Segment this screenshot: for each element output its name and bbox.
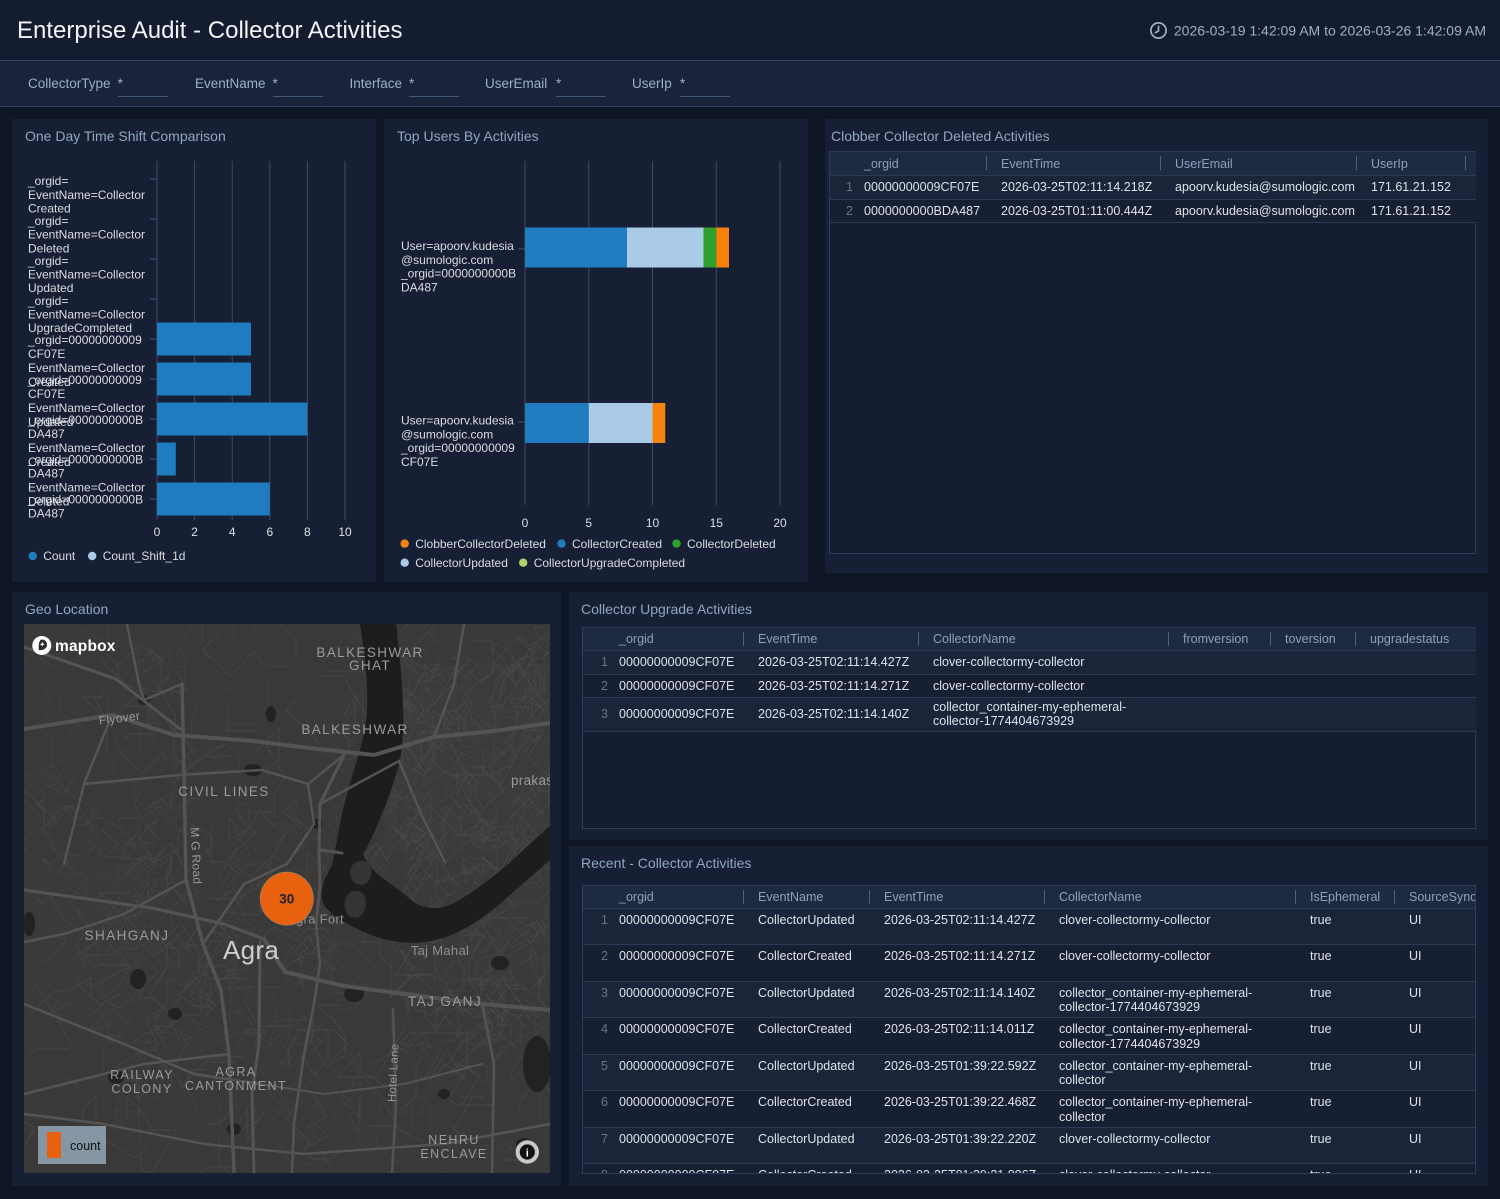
svg-text:EventName=Collector: EventName=Collector bbox=[28, 401, 145, 415]
svg-text:Created: Created bbox=[28, 201, 71, 215]
svg-text:ClobberCollectorDeleted: ClobberCollectorDeleted bbox=[415, 537, 546, 551]
svg-text:SHAHGANJ: SHAHGANJ bbox=[85, 928, 170, 943]
svg-text:Updated: Updated bbox=[28, 535, 73, 549]
svg-text:DA487: DA487 bbox=[28, 427, 65, 441]
svg-text:8: 8 bbox=[304, 525, 311, 539]
svg-text:M G Road: M G Road bbox=[188, 827, 205, 885]
svg-text:EventName=Collector: EventName=Collector bbox=[28, 308, 145, 322]
svg-text:BALKESHWAR: BALKESHWAR bbox=[301, 722, 408, 737]
svg-text:CF07E: CF07E bbox=[28, 387, 65, 401]
svg-text:_orgid=: _orgid= bbox=[27, 174, 68, 188]
svg-text:CollectorUpdated: CollectorUpdated bbox=[415, 556, 508, 570]
svg-text:_orgid=0000000000B: _orgid=0000000000B bbox=[27, 453, 143, 467]
svg-text:Count_Shift_1d: Count_Shift_1d bbox=[103, 549, 186, 563]
svg-text:_orgid=0000000000B: _orgid=0000000000B bbox=[27, 493, 143, 507]
svg-text:i: i bbox=[526, 1148, 529, 1160]
svg-text:CIVIL LINES: CIVIL LINES bbox=[178, 784, 269, 799]
svg-text:User=apoorv.kudesia: User=apoorv.kudesia bbox=[401, 239, 514, 253]
svg-text:Deleted: Deleted bbox=[28, 241, 69, 255]
svg-text:2: 2 bbox=[191, 525, 198, 539]
svg-text:RAILWAY: RAILWAY bbox=[110, 1068, 174, 1082]
svg-text:CollectorUpgradeCompleted: CollectorUpgradeCompleted bbox=[534, 556, 685, 570]
svg-text:CF07E: CF07E bbox=[28, 347, 65, 361]
svg-text:EventName=Collector: EventName=Collector bbox=[28, 441, 145, 455]
svg-text:_orgid=: _orgid= bbox=[27, 294, 68, 308]
svg-text:TAJ GANJ: TAJ GANJ bbox=[408, 994, 482, 1009]
svg-text:_orgid=0000000000B: _orgid=0000000000B bbox=[400, 267, 516, 281]
svg-text:10: 10 bbox=[646, 516, 660, 530]
svg-text:_orgid=: _orgid= bbox=[27, 214, 68, 228]
svg-text:Created: Created bbox=[28, 375, 71, 389]
svg-text:prakas: prakas bbox=[511, 773, 550, 788]
svg-text:Flyover: Flyover bbox=[98, 709, 141, 728]
svg-text:CF07E: CF07E bbox=[401, 455, 438, 469]
svg-text:EventName=Collector: EventName=Collector bbox=[28, 361, 145, 375]
svg-text:_orgid=: _orgid= bbox=[27, 254, 68, 268]
svg-text:EventName=Collector: EventName=Collector bbox=[28, 481, 145, 495]
svg-text:0: 0 bbox=[522, 516, 529, 530]
svg-text:CollectorCreated: CollectorCreated bbox=[572, 537, 662, 551]
svg-text:@sumologic.com: @sumologic.com bbox=[401, 253, 493, 267]
svg-text:Created: Created bbox=[28, 455, 71, 469]
svg-text:NEHRU: NEHRU bbox=[428, 1133, 479, 1147]
svg-text:4: 4 bbox=[229, 525, 236, 539]
svg-text:Taj Mahal: Taj Mahal bbox=[411, 943, 469, 958]
svg-text:EventName=Collector: EventName=Collector bbox=[28, 228, 145, 242]
svg-text:10: 10 bbox=[338, 525, 352, 539]
svg-text:GHAT: GHAT bbox=[349, 658, 391, 673]
svg-text:DA487: DA487 bbox=[28, 467, 65, 481]
svg-text:Updated: Updated bbox=[28, 281, 73, 295]
svg-text:Agra: Agra bbox=[223, 935, 279, 965]
svg-text:Updated: Updated bbox=[28, 415, 73, 429]
svg-text:Count: Count bbox=[43, 549, 76, 563]
svg-text:DA487: DA487 bbox=[28, 507, 65, 521]
svg-text:30: 30 bbox=[279, 892, 294, 907]
svg-text:_orgid=00000000009: _orgid=00000000009 bbox=[27, 333, 142, 347]
svg-text:15: 15 bbox=[710, 516, 724, 530]
svg-text:DA487: DA487 bbox=[401, 281, 438, 295]
svg-text:20: 20 bbox=[773, 516, 787, 530]
svg-text:count: count bbox=[70, 1139, 101, 1153]
svg-text:@sumologic.com: @sumologic.com bbox=[401, 427, 493, 441]
svg-text:mapbox: mapbox bbox=[55, 638, 116, 655]
svg-text:COLONY: COLONY bbox=[111, 1082, 172, 1096]
svg-text:_orgid=00000000009: _orgid=00000000009 bbox=[400, 441, 515, 455]
svg-text:EventName=Collector: EventName=Collector bbox=[28, 188, 145, 202]
svg-text:AGRA: AGRA bbox=[215, 1065, 256, 1079]
svg-text:_orgid=0000000000B: _orgid=0000000000B bbox=[27, 413, 143, 427]
svg-text:ENCLAVE: ENCLAVE bbox=[420, 1147, 487, 1161]
svg-text:UpgradeCompleted: UpgradeCompleted bbox=[28, 321, 132, 335]
svg-text:User=apoorv.kudesia: User=apoorv.kudesia bbox=[401, 413, 514, 427]
svg-text:Deleted: Deleted bbox=[28, 495, 69, 509]
svg-text:CollectorDeleted: CollectorDeleted bbox=[687, 537, 776, 551]
svg-text:0: 0 bbox=[154, 525, 161, 539]
svg-text:Hotel Lane: Hotel Lane bbox=[386, 1043, 401, 1102]
svg-text:6: 6 bbox=[266, 525, 273, 539]
svg-text:CANTONMENT: CANTONMENT bbox=[185, 1079, 287, 1093]
svg-text:_orgid=00000000009: _orgid=00000000009 bbox=[27, 373, 142, 387]
svg-text:EventName=Collector: EventName=Collector bbox=[28, 268, 145, 282]
svg-text:5: 5 bbox=[585, 516, 592, 530]
svg-text:BALKESHWAR: BALKESHWAR bbox=[316, 645, 423, 660]
svg-text:EventName=Collector: EventName=Collector bbox=[28, 521, 145, 535]
